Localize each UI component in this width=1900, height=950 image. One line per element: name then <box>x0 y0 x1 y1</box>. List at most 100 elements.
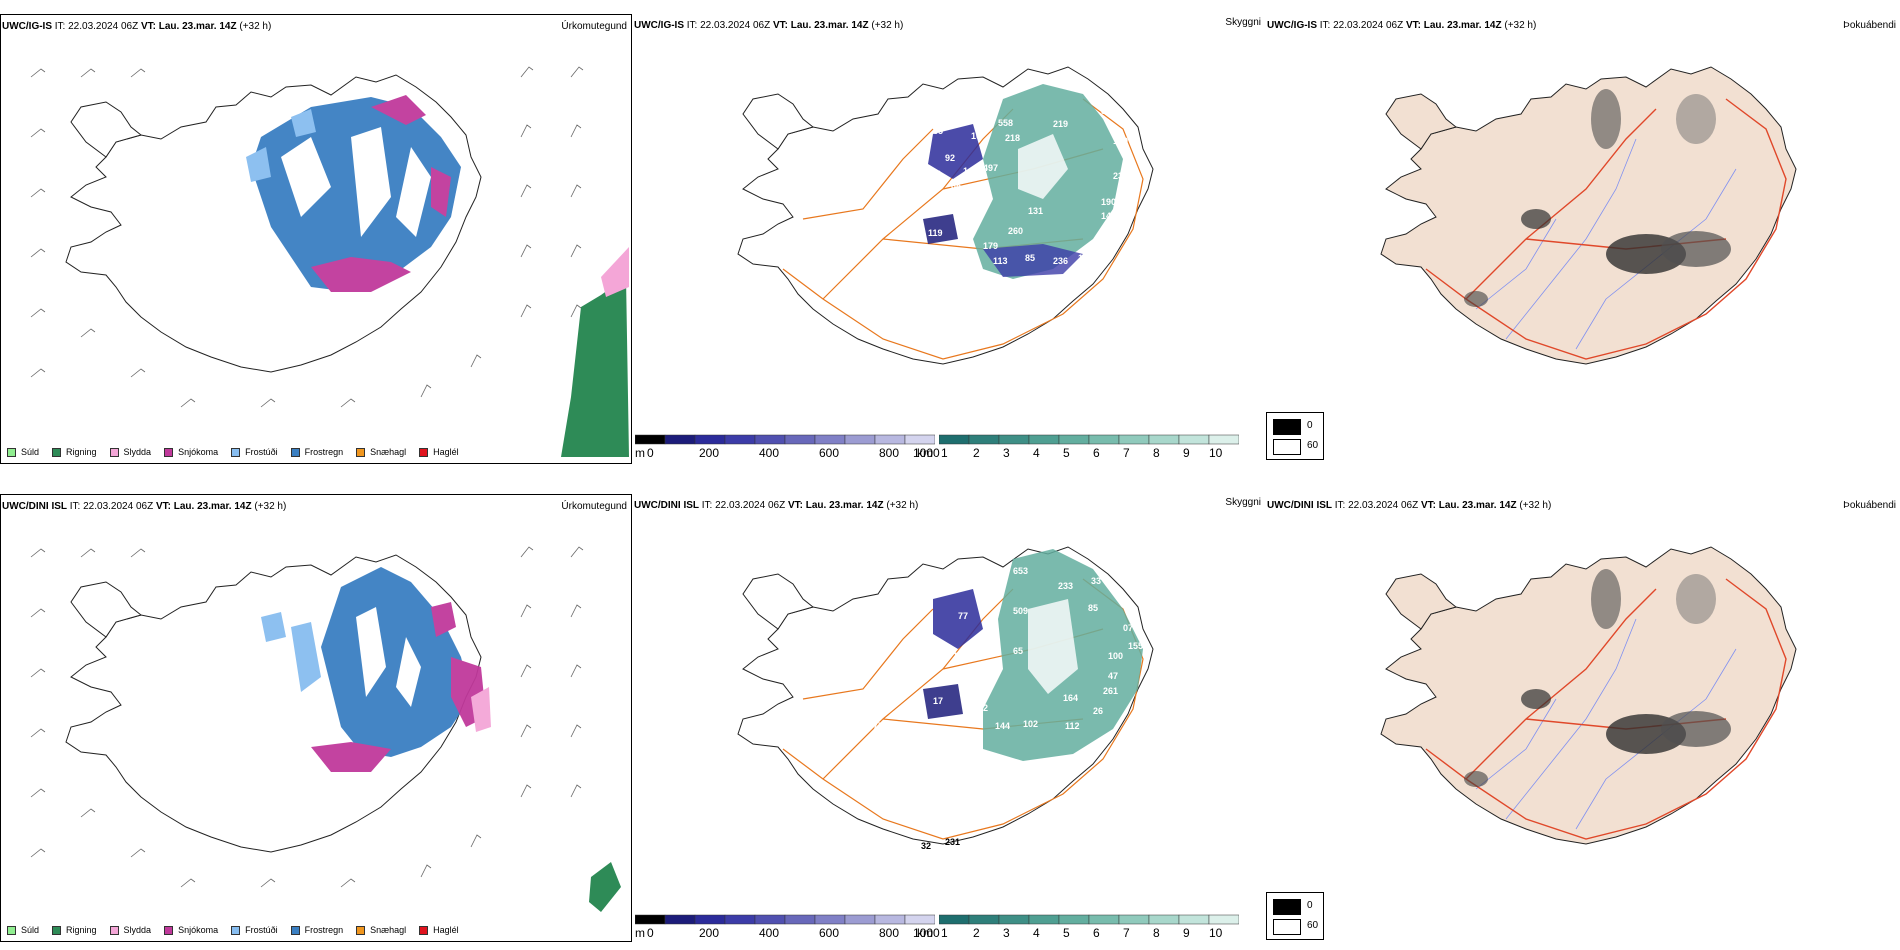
wind-barbs <box>30 546 584 888</box>
vis-value: 94 <box>975 106 985 116</box>
legend-label: Snæhagl <box>370 925 407 935</box>
legend-item: Frostregn <box>290 447 343 457</box>
fog-legend: 0 60 <box>1266 892 1324 940</box>
vis-value: 113 <box>993 256 1008 266</box>
tick-label: 7 <box>1123 446 1130 460</box>
legend-label: Snjókoma <box>178 447 219 457</box>
vis-value: 112 <box>1065 721 1080 731</box>
tick-label: 1 <box>941 446 948 460</box>
product-title: Úrkomutegund <box>561 21 627 32</box>
legend-label: Frostúði <box>245 447 278 457</box>
vis-value: 21 <box>993 586 1003 596</box>
fog-swatch-white <box>1273 919 1301 935</box>
fog-label: 60 <box>1307 440 1319 451</box>
swatch-freezing-drizzle <box>231 447 241 457</box>
vis-value: 444 <box>971 571 986 581</box>
vis-value: 85 <box>933 126 943 136</box>
fog-map <box>1380 66 1797 365</box>
vis-value: 109 <box>1113 136 1128 146</box>
vis-value: 32 <box>988 94 998 104</box>
legend-item: Snjókoma <box>164 447 218 457</box>
scale-unit-m: m <box>635 926 645 940</box>
tick-label: 8 <box>1153 446 1160 460</box>
tick-label: 600 <box>819 926 840 940</box>
vis-value: 182 <box>973 703 988 713</box>
lead-time: (+32 h) <box>871 20 904 31</box>
product-title: Þokuábendi <box>1843 20 1896 31</box>
vis-value: 104 <box>953 651 968 661</box>
vis-value: 179 <box>983 241 998 251</box>
vis-value: 110 <box>951 103 966 113</box>
legend-label: Slydda <box>123 447 152 457</box>
vis-value: 55 <box>1101 106 1111 116</box>
product-title: Skyggni <box>1225 497 1261 508</box>
tick-label: 0 <box>647 926 654 940</box>
it-value: 22.03.2024 06Z <box>1348 500 1419 511</box>
vt-label: VT: <box>1405 20 1421 31</box>
tick-label: 400 <box>759 926 780 940</box>
vis-value: 102 <box>1023 719 1038 729</box>
tick-label: 10 <box>1209 926 1223 940</box>
legend-label: Slydda <box>123 925 152 935</box>
lead-time: (+32 h) <box>239 21 272 32</box>
vis-value: 17 <box>933 696 943 706</box>
tick-label: 1 <box>941 926 948 940</box>
visibility-scale-km: km 1 2 3 4 5 6 7 8 9 10 <box>917 914 1239 942</box>
visibility-value-labels: 110 94 32 558 219 55 85 16 218 109 92 16… <box>928 94 1138 266</box>
scale-bar-m <box>635 434 935 445</box>
it-label: IT: <box>69 501 81 512</box>
vis-value: 236 <box>1053 256 1068 266</box>
vis-value: 33 <box>1091 576 1101 586</box>
vis-value: 155 <box>1128 641 1143 651</box>
it-value: 22.03.2024 06Z <box>83 501 154 512</box>
tick-label: 7 <box>1123 926 1130 940</box>
visibility-panel-top: UWC/IG-IS IT: 22.03.2024 06Z VT: Lau. 23… <box>633 14 1265 464</box>
legend-item: Slydda <box>109 447 152 457</box>
legend-item: Haglél <box>419 447 459 457</box>
vis-value: 261 <box>1103 686 1118 696</box>
legend-item: Frostúði <box>231 447 278 457</box>
legend-label: Rigning <box>66 925 97 935</box>
it-label: IT: <box>686 20 698 31</box>
tick-label: 5 <box>1063 446 1070 460</box>
legend-label: Súld <box>21 447 40 457</box>
vt-value: Lau. 23.mar. 14Z <box>1438 500 1517 511</box>
vis-value: 509 <box>1013 606 1028 616</box>
tick-label: 800 <box>879 446 900 460</box>
fog-panel-bottom: 0 60 UWC/DINI ISL IT: 22.03.2024 06Z VT:… <box>1266 494 1900 944</box>
vis-value: 65 <box>1013 646 1023 656</box>
legend-label: Snjókoma <box>178 925 219 935</box>
precip-type-map <box>30 546 621 912</box>
swatch-freezing-drizzle <box>231 925 241 935</box>
tick-label: 4 <box>1033 926 1040 940</box>
vis-value: 47 <box>1108 671 1118 681</box>
panel-header: UWC/DINI ISL IT: 22.03.2024 06Z VT: Lau.… <box>1267 499 1896 513</box>
swatch-freezing-rain <box>290 447 300 457</box>
legend-item: Snæhagl <box>356 447 406 457</box>
swatch-freezing-rain <box>290 925 300 935</box>
legend-label: Haglél <box>433 447 459 457</box>
visibility-scale-m: m 0 200 400 600 800 1000 <box>635 914 940 942</box>
fog-label: 0 <box>1307 420 1313 431</box>
vis-value: 100 <box>1108 651 1123 661</box>
vis-value: 85 <box>1025 253 1035 263</box>
it-value: 22.03.2024 06Z <box>715 500 786 511</box>
vis-value: 26 <box>1093 706 1103 716</box>
fog-swatch-black <box>1273 419 1301 435</box>
vis-value: 151 <box>1078 253 1093 263</box>
it-value: 22.03.2024 06Z <box>700 20 771 31</box>
tick-label: 8 <box>1153 926 1160 940</box>
fog-label: 0 <box>1307 900 1313 911</box>
scale-unit-m: m <box>635 446 645 460</box>
panel-header: UWC/DINI ISL IT: 22.03.2024 06Z VT: Lau.… <box>634 497 1261 513</box>
vis-value: 77 <box>873 721 883 731</box>
scale-bar-km <box>939 434 1239 445</box>
vt-label: VT: <box>772 20 788 31</box>
model-name: UWC/IG-IS <box>1267 20 1317 31</box>
tick-label: 6 <box>1093 926 1100 940</box>
legend-label: Haglél <box>433 925 459 935</box>
vis-value: 234 <box>1113 171 1128 181</box>
swatch-snow <box>164 925 174 935</box>
fog-label: 60 <box>1307 920 1319 931</box>
model-name: UWC/IG-IS <box>2 21 52 32</box>
